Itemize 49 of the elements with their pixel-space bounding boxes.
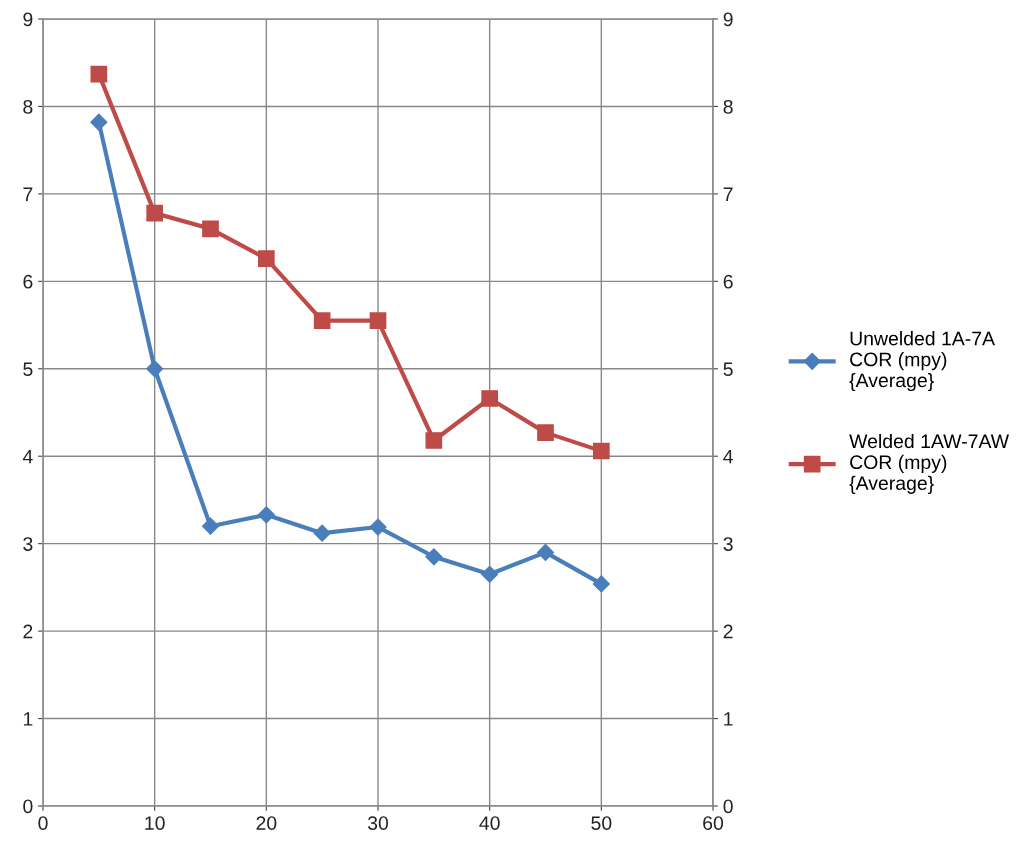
x-tick-label: 60: [703, 816, 724, 830]
y2-tick-label: 0: [723, 799, 733, 814]
legend-label: Welded 1AW-7AW COR (mpy) {Average}: [849, 433, 1010, 494]
x-tick-label: 20: [256, 816, 277, 830]
point: [313, 312, 331, 330]
point: [592, 575, 610, 593]
y2-tick-label: 6: [723, 274, 733, 289]
point: [592, 442, 610, 460]
y-tick-label: 8: [23, 99, 33, 114]
point: [369, 312, 387, 330]
x-tick-label: 50: [591, 816, 612, 830]
y-tick-label: 3: [23, 537, 33, 551]
y2-tick-label: 2: [723, 624, 733, 639]
point: [146, 204, 164, 222]
x-tick-label: 10: [145, 816, 165, 830]
point: [481, 565, 499, 583]
point: [90, 65, 108, 83]
point: [425, 432, 443, 449]
y-tick-label: 5: [23, 362, 33, 377]
point: [313, 524, 331, 542]
point: [369, 518, 387, 536]
point: [202, 220, 219, 238]
y2-tick-label: 5: [723, 362, 733, 377]
y-tick-label: 7: [23, 187, 33, 201]
x-tick-label: 0: [38, 816, 48, 830]
point: [90, 113, 108, 131]
y2-tick-label: 8: [723, 99, 733, 114]
point: [425, 548, 443, 566]
point: [481, 390, 499, 407]
y2-tick-label: 7: [723, 187, 733, 201]
x-tick-label: 40: [479, 816, 500, 830]
y2-tick-label: 4: [723, 449, 733, 464]
y-tick-label: 6: [23, 274, 33, 289]
point: [257, 250, 275, 267]
y-tick-label: 1: [23, 712, 33, 726]
point: [146, 360, 164, 378]
y2-tick-label: 1: [724, 712, 733, 726]
y2-tick-label: 3: [723, 537, 733, 551]
point: [257, 506, 275, 524]
point: [537, 424, 554, 441]
y-tick-label: 9: [23, 12, 33, 27]
y-tick-label: 2: [23, 624, 33, 639]
point: [201, 517, 220, 535]
x-tick-label: 30: [367, 816, 389, 830]
y-tick-label: 4: [22, 449, 33, 464]
point: [536, 543, 555, 561]
y2-tick-label: 9: [723, 12, 733, 27]
legend-label: Unwelded 1A-7A COR (mpy) {Average}: [849, 331, 996, 392]
y-tick-label: 0: [23, 799, 33, 814]
